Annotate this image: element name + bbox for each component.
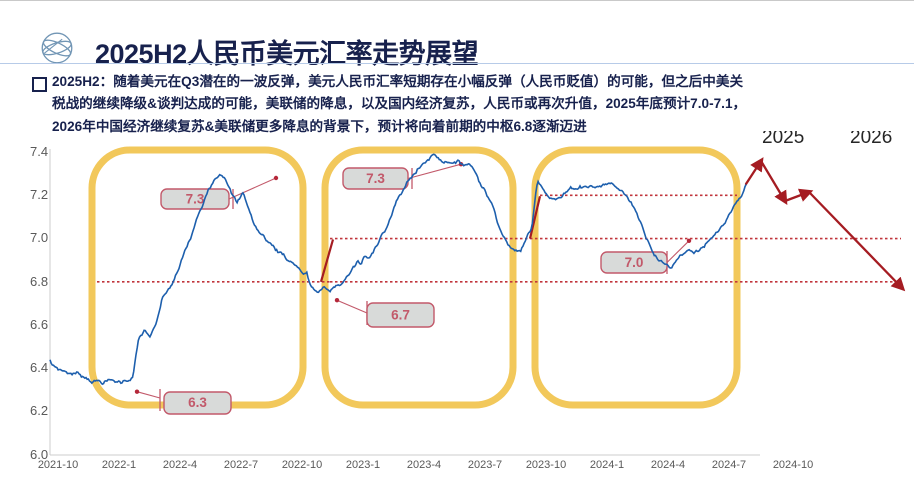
svg-text:2023-4: 2023-4 <box>407 459 441 471</box>
svg-text:2025: 2025 <box>762 131 804 148</box>
svg-text:6.6: 6.6 <box>30 317 48 332</box>
svg-text:2023-10: 2023-10 <box>526 459 566 471</box>
svg-text:7.0: 7.0 <box>30 230 48 245</box>
svg-text:7.4: 7.4 <box>30 144 48 159</box>
svg-text:6.4: 6.4 <box>30 360 48 375</box>
svg-text:6.7: 6.7 <box>391 308 410 323</box>
svg-text:2021-10: 2021-10 <box>38 459 78 471</box>
svg-text:6.8: 6.8 <box>30 274 48 289</box>
svg-text:7.0: 7.0 <box>625 255 644 270</box>
svg-text:2023-1: 2023-1 <box>346 459 380 471</box>
svg-text:7.3: 7.3 <box>366 171 385 186</box>
svg-text:7.3: 7.3 <box>186 192 205 207</box>
svg-text:2024-4: 2024-4 <box>651 459 685 471</box>
svg-text:6.3: 6.3 <box>188 395 207 410</box>
svg-text:7.2: 7.2 <box>30 187 48 202</box>
svg-text:2024-7: 2024-7 <box>712 459 746 471</box>
svg-text:2024-1: 2024-1 <box>590 459 624 471</box>
svg-text:2022-7: 2022-7 <box>224 459 258 471</box>
svg-text:6.2: 6.2 <box>30 403 48 418</box>
svg-text:2026: 2026 <box>850 131 892 148</box>
svg-text:2022-10: 2022-10 <box>282 459 322 471</box>
svg-text:2023-7: 2023-7 <box>468 459 502 471</box>
svg-text:2022-1: 2022-1 <box>102 459 136 471</box>
svg-text:2024-10: 2024-10 <box>773 459 813 471</box>
svg-text:2022-4: 2022-4 <box>163 459 197 471</box>
